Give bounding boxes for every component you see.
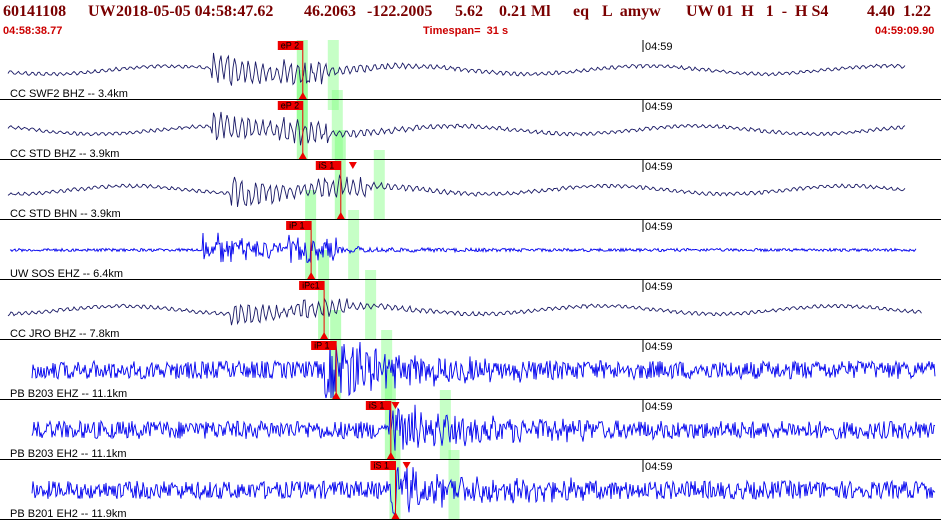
- pick-flag[interactable]: [277, 101, 303, 110]
- pick-label: iS 1: [319, 161, 335, 171]
- minute-label: 04:59: [645, 41, 673, 53]
- minute-label: 04:59: [645, 461, 673, 473]
- extra-values: 4.40 1.22: [867, 3, 931, 20]
- pick-label: iP 1: [314, 341, 329, 351]
- solution-info: UW 01 H 1 - H S4: [686, 3, 829, 20]
- pick-label: iPc1: [302, 281, 320, 291]
- pick-flag[interactable]: [286, 221, 312, 230]
- minute-label: 04:59: [645, 341, 673, 353]
- seismic-trace[interactable]: [31, 466, 936, 519]
- pick-marker: [298, 152, 307, 159]
- pick-marker: [386, 452, 395, 459]
- pick-label: eP 2: [281, 101, 299, 111]
- secondary-window-band: [373, 150, 385, 220]
- secondary-window-band: [381, 330, 393, 400]
- minute-label: 04:59: [645, 221, 673, 233]
- secondary-window-band: [331, 90, 343, 160]
- pick-flag[interactable]: [277, 41, 303, 50]
- minute-label: 04:59: [645, 101, 673, 113]
- seismic-trace[interactable]: [9, 232, 917, 263]
- pick-label: iP 1: [289, 221, 304, 231]
- depth: 5.62: [455, 3, 483, 20]
- channel-label: PB B203 EHZ -- 11.1km: [10, 388, 127, 400]
- seismic-trace[interactable]: [7, 111, 906, 146]
- longitude: -122.2005: [367, 3, 433, 20]
- pick-marker: [298, 92, 307, 99]
- pick-label: iS 1: [373, 461, 389, 471]
- secondary-window-band: [327, 40, 339, 110]
- seismic-trace[interactable]: [31, 341, 936, 399]
- timespan: Timespan= 31 s: [423, 25, 509, 37]
- network-code: UW: [88, 3, 116, 20]
- pick-flag[interactable]: [299, 281, 325, 290]
- pick-marker: [336, 212, 345, 219]
- event-id: 60141108: [3, 3, 67, 20]
- minute-label: 04:59: [645, 281, 673, 293]
- channel-label: CC JRO BHZ -- 7.8km: [10, 328, 119, 340]
- pick-flag[interactable]: [315, 161, 341, 170]
- pick-flag[interactable]: [370, 461, 396, 470]
- secondary-window-band: [448, 450, 460, 520]
- start-time: 04:58:38.77: [3, 25, 63, 37]
- channel-label: CC STD BHZ -- 3.9km: [10, 148, 119, 160]
- magnitude: 0.21 Ml: [499, 3, 551, 20]
- channel-label: CC STD BHN -- 3.9km: [10, 208, 121, 220]
- seismic-trace[interactable]: [7, 174, 906, 207]
- pick-marker: [391, 512, 400, 519]
- pick-marker: [402, 462, 411, 469]
- seismic-trace[interactable]: [7, 297, 922, 326]
- pick-flag[interactable]: [365, 401, 391, 410]
- pick-label: eP 2: [281, 41, 299, 51]
- waveform-panel[interactable]: 04:59 eP 2 CC SWF2 BHZ -- 3.4km 04:59 eP 2 CC…: [0, 40, 941, 520]
- event-header: 60141108 UW 2018-05-05 04:58:47.62 46.20…: [0, 0, 941, 40]
- pick-label: iS 1: [369, 401, 385, 411]
- minute-label: 04:59: [645, 161, 673, 173]
- latitude: 46.2063: [304, 3, 356, 20]
- pick-marker: [320, 332, 329, 339]
- pick-marker: [307, 272, 316, 279]
- pick-marker: [332, 392, 341, 399]
- event-type: eq: [573, 3, 589, 20]
- secondary-window-band: [348, 210, 360, 280]
- origin-time: 2018-05-05 04:58:47.62: [116, 3, 274, 20]
- minute-label: 04:59: [645, 401, 673, 413]
- pick-marker: [348, 162, 357, 169]
- pick-marker: [391, 402, 400, 409]
- event-flags: L amyw: [602, 3, 661, 20]
- channel-label: PB B201 EH2 -- 11.9km: [10, 508, 127, 520]
- channel-label: PB B203 EH2 -- 11.1km: [10, 448, 127, 460]
- end-time: 04:59:09.90: [875, 25, 935, 37]
- channel-label: UW SOS EHZ -- 6.4km: [10, 268, 123, 280]
- channel-label: CC SWF2 BHZ -- 3.4km: [10, 88, 128, 100]
- seismic-trace[interactable]: [7, 52, 906, 86]
- seismic-trace[interactable]: [31, 402, 936, 451]
- pick-flag[interactable]: [311, 341, 337, 350]
- secondary-window-band: [365, 270, 377, 340]
